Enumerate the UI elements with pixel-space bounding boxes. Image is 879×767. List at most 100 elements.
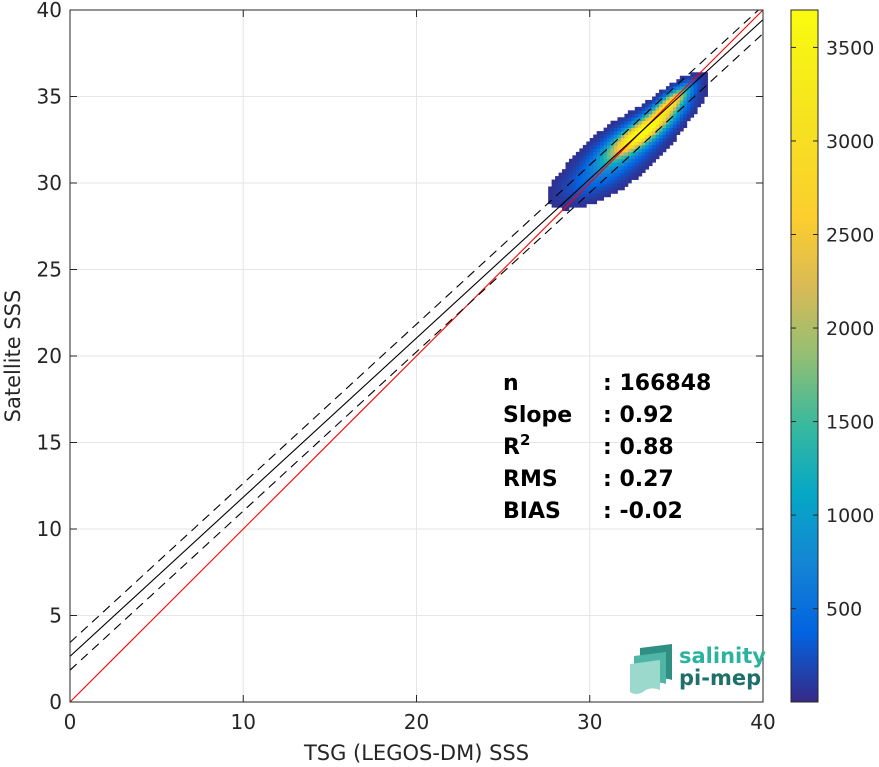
density-cell <box>575 151 580 156</box>
density-cell <box>614 169 618 174</box>
density-cell <box>617 144 622 149</box>
density-cell <box>659 134 663 139</box>
density-cell <box>631 158 636 163</box>
density-cell <box>641 155 646 160</box>
density-cell <box>572 179 577 184</box>
density-cell <box>669 96 674 101</box>
density-cell <box>614 134 618 139</box>
stat-label: BIAS <box>503 499 561 524</box>
density-cell <box>659 103 663 108</box>
density-cell <box>600 193 605 198</box>
density-cell <box>665 93 670 97</box>
density-cell <box>607 179 611 184</box>
density-cell <box>603 131 608 135</box>
density-cell <box>665 127 670 132</box>
density-cell <box>631 141 636 146</box>
density-cell <box>603 155 608 160</box>
density-cell <box>652 127 656 132</box>
density-cell <box>652 158 656 163</box>
density-cell <box>589 141 594 146</box>
density-cell <box>662 120 667 125</box>
density-cell <box>641 141 646 146</box>
density-cell <box>683 103 688 108</box>
density-cell <box>568 165 573 170</box>
density-cell <box>614 131 618 135</box>
density-cell <box>603 193 608 198</box>
density-cell <box>659 89 663 94</box>
density-cell <box>627 138 632 142</box>
density-cell <box>586 169 591 174</box>
density-cell <box>662 127 667 132</box>
density-cell <box>662 144 667 149</box>
density-cell <box>669 106 674 111</box>
density-cell <box>596 193 601 198</box>
density-cell <box>686 75 691 80</box>
density-cell <box>652 134 656 139</box>
x-tick-label: 30 <box>577 710 602 734</box>
density-cell <box>614 165 618 170</box>
density-cell <box>686 110 691 115</box>
density-cell <box>586 162 591 167</box>
density-cell <box>607 134 611 139</box>
y-tick-label: 20 <box>37 344 62 368</box>
density-cell <box>575 200 580 205</box>
density-cell <box>610 144 615 149</box>
density-cell <box>700 72 705 77</box>
density-cell <box>634 165 639 170</box>
density-cell <box>586 186 591 191</box>
y-tick-label: 40 <box>37 0 62 22</box>
density-cell <box>593 189 598 194</box>
density-cell <box>631 127 636 132</box>
density-cell <box>600 131 605 135</box>
density-cell <box>638 158 643 163</box>
density-cell <box>669 124 674 129</box>
density-cell <box>562 203 566 208</box>
density-cell <box>655 144 660 149</box>
density-cell <box>620 169 625 174</box>
density-cell <box>562 172 566 177</box>
density-cell <box>558 193 563 198</box>
density-cell <box>610 179 615 184</box>
density-cell <box>582 155 587 160</box>
density-cell <box>665 99 670 104</box>
density-cell <box>603 169 608 174</box>
density-cell <box>620 131 625 135</box>
density-cell <box>659 151 663 156</box>
density-cell <box>589 172 594 177</box>
density-cell <box>672 131 677 135</box>
density-cell <box>683 75 688 80</box>
density-cell <box>562 189 566 194</box>
density-cell <box>634 113 639 118</box>
density-cell <box>676 113 681 118</box>
density-cell <box>659 138 663 142</box>
density-cell <box>579 186 584 191</box>
density-cell <box>645 155 650 160</box>
density-cell <box>614 120 618 125</box>
density-cell <box>596 134 601 139</box>
density-cell <box>638 162 643 167</box>
density-cell <box>676 82 681 87</box>
density-cell <box>617 183 622 187</box>
x-tick-label: 0 <box>64 710 77 734</box>
density-cell <box>572 176 577 180</box>
density-cell <box>586 144 591 149</box>
density-cell <box>631 176 636 180</box>
density-cell <box>620 134 625 139</box>
density-cell <box>683 79 688 84</box>
density-cell <box>575 203 580 208</box>
density-cell <box>631 165 636 170</box>
density-cell <box>641 120 646 125</box>
density-cell <box>555 203 559 208</box>
density-cell <box>614 158 618 163</box>
density-cell <box>665 124 670 129</box>
density-cell <box>572 203 577 208</box>
density-cell <box>555 196 559 201</box>
density-cell <box>624 179 629 184</box>
density-cell <box>575 172 580 177</box>
density-cell <box>579 196 584 201</box>
density-cell <box>589 165 594 170</box>
density-cell <box>568 172 573 177</box>
density-cell <box>568 179 573 184</box>
density-cell <box>662 131 667 135</box>
density-cell <box>638 172 643 177</box>
